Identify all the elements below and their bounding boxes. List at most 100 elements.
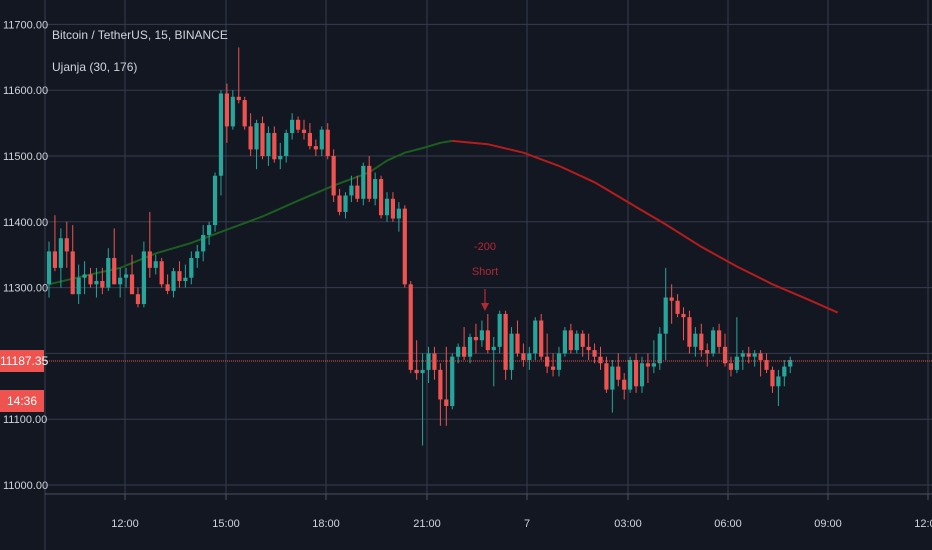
indicator-title[interactable]: Ujanja (30, 176) [52, 60, 138, 74]
candle [699, 323, 704, 357]
candle [112, 228, 117, 285]
candle-body [645, 363, 651, 367]
chart-legend: Bitcoin / TetherUS, 15, BINANCE Ujanja (… [52, 27, 228, 91]
candle-body [539, 320, 544, 357]
candle-body [373, 179, 378, 199]
candle-body [337, 195, 342, 212]
candle-body [290, 119, 295, 133]
candle-body [313, 146, 318, 150]
candle-body [622, 379, 627, 390]
candle-body [384, 198, 390, 216]
candle [432, 346, 437, 380]
candle-body [171, 271, 176, 291]
candle-body [598, 356, 603, 364]
candle [592, 343, 597, 364]
candle [106, 248, 111, 291]
candle [533, 317, 538, 360]
candle [165, 274, 170, 295]
candle-body [432, 353, 437, 370]
candle [272, 126, 277, 163]
candle [444, 346, 449, 426]
candle [212, 172, 218, 232]
candle-body [734, 356, 739, 370]
candle [153, 254, 158, 275]
candle-body [728, 363, 734, 370]
candle-body [740, 353, 745, 357]
candle-body [260, 123, 265, 156]
candle [254, 119, 259, 170]
candle-body [153, 261, 158, 268]
candle [295, 116, 301, 133]
candle [189, 251, 194, 285]
candle-body [467, 336, 473, 357]
candle [467, 333, 473, 364]
time-tick-label: 12:00 [111, 518, 139, 530]
candle-body [129, 274, 135, 295]
time-tick-label: 06:00 [714, 518, 742, 530]
candle [159, 257, 164, 288]
candle [509, 327, 514, 380]
candle [390, 192, 396, 222]
candle [248, 113, 253, 156]
candle-body [485, 330, 490, 351]
candle-body [266, 132, 271, 156]
candle-body [230, 96, 235, 127]
candle [586, 333, 591, 360]
price-tick-label: 11500.00 [3, 151, 48, 163]
candle-body [331, 156, 336, 196]
candle [230, 90, 235, 130]
candle [278, 142, 283, 170]
candle-body [693, 333, 698, 347]
candle-body [444, 399, 449, 407]
candle [645, 353, 651, 384]
candle-body [408, 284, 413, 370]
candle [562, 327, 568, 357]
time-tick-label: 03:00 [614, 518, 642, 530]
candle [675, 294, 680, 318]
time-tick-label: 21:00 [413, 518, 441, 530]
candle-body [343, 195, 348, 212]
candle-body [533, 320, 538, 354]
price-tick-label: 11700.00 [3, 19, 48, 31]
candle [550, 353, 556, 377]
signal-label-value: -200 [474, 241, 496, 253]
candle-body [414, 369, 419, 374]
candle [497, 310, 502, 354]
candle [515, 320, 520, 357]
candle-body [301, 129, 307, 133]
candle-body [390, 198, 396, 219]
candle-body [527, 353, 532, 360]
price-tick-label: 11100.00 [3, 414, 47, 426]
candle-body [782, 366, 787, 377]
candle [681, 307, 686, 341]
candle-body [201, 234, 206, 252]
candle-body [88, 274, 93, 285]
candle-body [497, 313, 502, 347]
candle-body [521, 353, 526, 360]
candle-body [52, 251, 58, 268]
candle [651, 340, 656, 374]
candle-body [515, 333, 520, 354]
candle-body [195, 251, 200, 258]
candle [728, 356, 734, 377]
candle [218, 90, 224, 196]
candle [628, 356, 633, 393]
candle-body [396, 208, 401, 219]
candle-body [663, 297, 668, 334]
candle [64, 221, 69, 268]
symbol-title[interactable]: Bitcoin / TetherUS, 15, BINANCE [52, 28, 228, 42]
time-tick-label: 12:00 [914, 518, 932, 530]
candle-body [669, 297, 674, 301]
candle-body [687, 317, 692, 347]
candle [770, 366, 775, 393]
candle [195, 244, 200, 268]
candle [527, 346, 532, 370]
candle [479, 320, 484, 347]
candle-body [716, 330, 722, 347]
short-signal-annotation: -200 Short [472, 241, 498, 311]
candle [171, 267, 176, 298]
candle-body [788, 359, 793, 367]
candle-body [100, 281, 105, 288]
candle-body [325, 129, 330, 156]
